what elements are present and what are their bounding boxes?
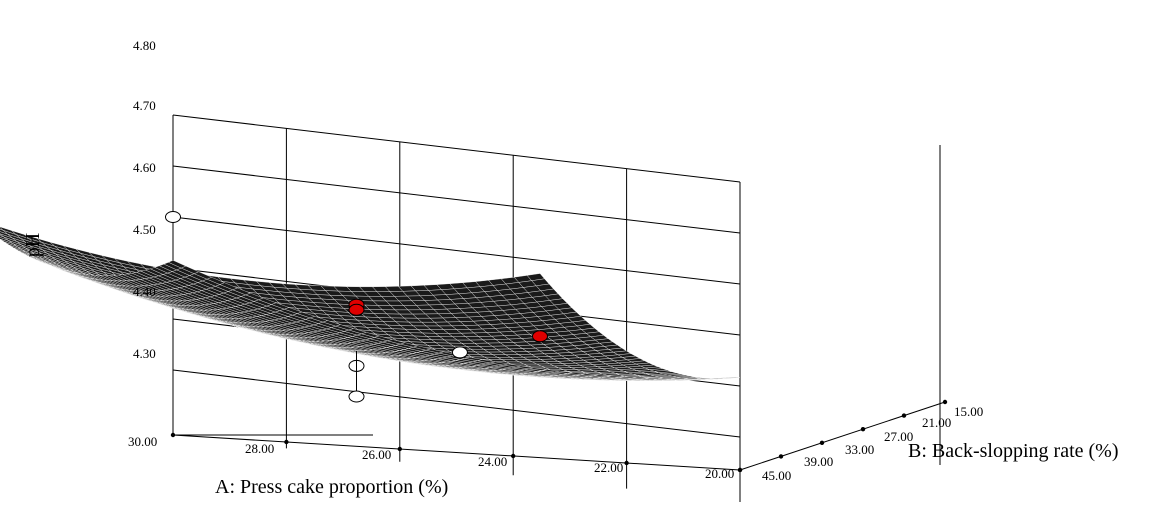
y-tick-label: 33.00 — [845, 442, 874, 457]
z-axis-title: pH — [22, 233, 44, 257]
wall-grid-line — [172, 216, 741, 285]
z-tick-label: 4.30 — [133, 346, 156, 361]
response-surface — [0, 226, 741, 381]
x-axis-line — [172, 434, 741, 471]
surface-cell — [722, 377, 741, 379]
x-tick-mark — [170, 432, 176, 438]
y-tick-mark — [778, 454, 784, 459]
design-point — [532, 330, 548, 343]
y-tick-label: 27.00 — [884, 429, 913, 444]
y-axis-title: B: Back-slopping rate (%) — [908, 440, 1119, 462]
x-tick-mark — [397, 446, 402, 452]
design-point — [348, 303, 365, 316]
design-point — [348, 390, 365, 403]
z-tick-label: 4.60 — [133, 160, 156, 175]
front-axes — [170, 399, 948, 473]
wall-grid-line — [172, 165, 741, 234]
x-tick-labels: 30.00 28.00 26.00 24.00 22.00 20.00 — [128, 434, 734, 481]
z-tick-label: 4.40 — [133, 284, 156, 299]
x-tick-label: 26.00 — [362, 447, 391, 462]
design-point — [165, 211, 181, 223]
z-tick-label: 4.70 — [133, 98, 156, 113]
design-point — [451, 346, 468, 359]
z-tick-label: 4.80 — [133, 38, 156, 53]
y-tick-label: 15.00 — [954, 404, 983, 419]
y-tick-mark — [942, 399, 948, 405]
x-tick-mark — [624, 460, 629, 466]
y-tick-mark — [819, 440, 825, 445]
x-tick-label: 28.00 — [245, 441, 274, 456]
y-tick-label: 39.00 — [804, 454, 833, 469]
wall-grid-line — [172, 114, 741, 183]
y-tick-label: 21.00 — [922, 415, 951, 430]
design-points — [165, 211, 548, 403]
y-axis-line — [739, 401, 946, 471]
y-tick-mark — [860, 427, 866, 432]
wall-grid-line — [172, 369, 741, 438]
z-tick-labels: 4.80 4.70 4.60 4.50 4.40 4.30 — [133, 38, 156, 361]
x-tick-label: 24.00 — [478, 454, 507, 469]
x-tick-mark — [511, 453, 516, 459]
x-tick-label: 22.00 — [594, 460, 623, 475]
y-tick-labels: 15.00 21.00 27.00 33.00 39.00 45.00 — [762, 404, 983, 483]
x-tick-label: 20.00 — [705, 466, 734, 481]
y-tick-mark — [901, 413, 907, 418]
x-axis-title: A: Press cake proportion (%) — [215, 476, 448, 498]
x-tick-mark — [284, 439, 289, 445]
y-tick-label: 45.00 — [762, 468, 791, 483]
z-tick-label: 4.50 — [133, 222, 156, 237]
y-tick-mark — [737, 467, 743, 473]
x-tick-label: 30.00 — [128, 434, 157, 449]
